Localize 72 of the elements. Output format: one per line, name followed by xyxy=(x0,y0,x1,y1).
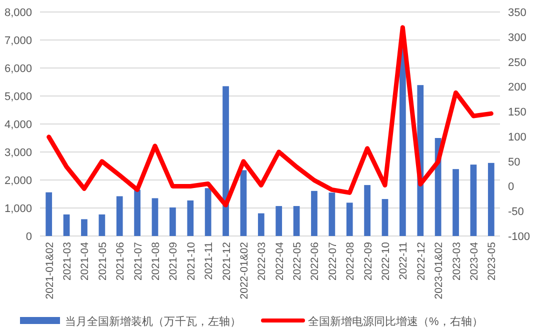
y2-tick-label: 200 xyxy=(508,82,526,94)
y2-tick-label: -100 xyxy=(508,231,530,243)
bar xyxy=(452,169,459,236)
bar xyxy=(470,164,477,236)
x-tick-label: 2023-03 xyxy=(450,242,463,281)
y-tick-label: 7,000 xyxy=(4,35,32,47)
bar xyxy=(81,219,88,236)
y2-tick-label: 150 xyxy=(508,106,526,119)
y-tick-label: 6,000 xyxy=(4,63,32,75)
bar xyxy=(240,170,247,236)
bar xyxy=(63,214,70,236)
x-tick-label: 2022-04 xyxy=(274,242,286,281)
x-tick-label: 2021-08 xyxy=(150,242,162,281)
bar xyxy=(293,206,300,236)
bar xyxy=(222,86,229,236)
bar xyxy=(116,196,123,236)
bar xyxy=(152,198,158,236)
y2-tick-label: 50 xyxy=(508,156,520,168)
bar xyxy=(170,207,176,236)
x-tick-label: 2021-05 xyxy=(96,242,109,281)
y2-tick-label: 300 xyxy=(508,32,526,44)
bar xyxy=(400,47,406,236)
x-tick-label: 2022-07 xyxy=(326,242,339,281)
x-tick-label: 2023-04 xyxy=(468,242,480,281)
y2-tick-label: 350 xyxy=(508,7,526,19)
line-series xyxy=(46,25,494,208)
x-tick-label: 2021-07 xyxy=(132,242,144,281)
x-tick-label: 2021-01&02 xyxy=(44,242,56,300)
y2-tick-label: 100 xyxy=(508,131,526,144)
bar xyxy=(276,206,282,236)
y-tick-label: 3,000 xyxy=(4,147,32,159)
x-tick-label: 2022-06 xyxy=(309,242,322,281)
x-tick-label: 2021-03 xyxy=(62,242,74,281)
x-tick-label: 2021-04 xyxy=(79,242,92,281)
bar xyxy=(204,188,212,236)
x-tick-label: 2022-01&02 xyxy=(238,242,250,300)
bar xyxy=(187,200,194,236)
y-tick-label: 5,000 xyxy=(4,91,32,103)
x-tick-label: 2022-03 xyxy=(256,242,268,281)
y-tick-label: 4,000 xyxy=(4,119,32,131)
x-tick-label: 2023-05 xyxy=(486,242,498,281)
x-tick-label: 2021-09 xyxy=(168,242,180,281)
bar xyxy=(328,192,336,236)
x-tick-label: 2021-12 xyxy=(220,242,233,281)
bar xyxy=(46,192,52,236)
bar xyxy=(311,190,318,236)
y-tick-label: 8,000 xyxy=(4,7,32,19)
bar xyxy=(98,214,106,236)
bar xyxy=(346,202,353,236)
x-tick-label: 2022-09 xyxy=(362,242,374,281)
x-tick-label: 2022-12 xyxy=(415,242,428,281)
x-tick-label: 2022-08 xyxy=(344,242,357,281)
x-tick-label: 2023-01&02 xyxy=(433,242,446,300)
y-tick-label: 1,000 xyxy=(4,203,32,215)
y-tick-label: 2,000 xyxy=(4,175,32,187)
x-tick-label: 2022-05 xyxy=(292,242,304,281)
legend-label: 全国新增电源同比增速（%，右轴） xyxy=(308,315,483,328)
x-tick-label: 2021-06 xyxy=(114,242,127,281)
x-tick-label: 2022-10 xyxy=(380,242,392,281)
legend-label: 当月全国新增装机（万千瓦，左轴） xyxy=(65,315,241,328)
bar xyxy=(134,190,140,236)
bar xyxy=(364,185,370,236)
x-tick-label: 2021-10 xyxy=(185,242,198,281)
x-tick-label: 2021-11 xyxy=(203,242,216,280)
bar xyxy=(488,162,494,236)
y-tick-label: 0 xyxy=(26,231,32,243)
bar xyxy=(258,213,264,236)
x-tick-label: 2022-11 xyxy=(398,242,410,280)
bar xyxy=(382,199,388,236)
y2-tick-label: 0 xyxy=(508,181,514,194)
y2-tick-label: -50 xyxy=(508,206,524,218)
y2-tick-label: 250 xyxy=(508,56,526,69)
